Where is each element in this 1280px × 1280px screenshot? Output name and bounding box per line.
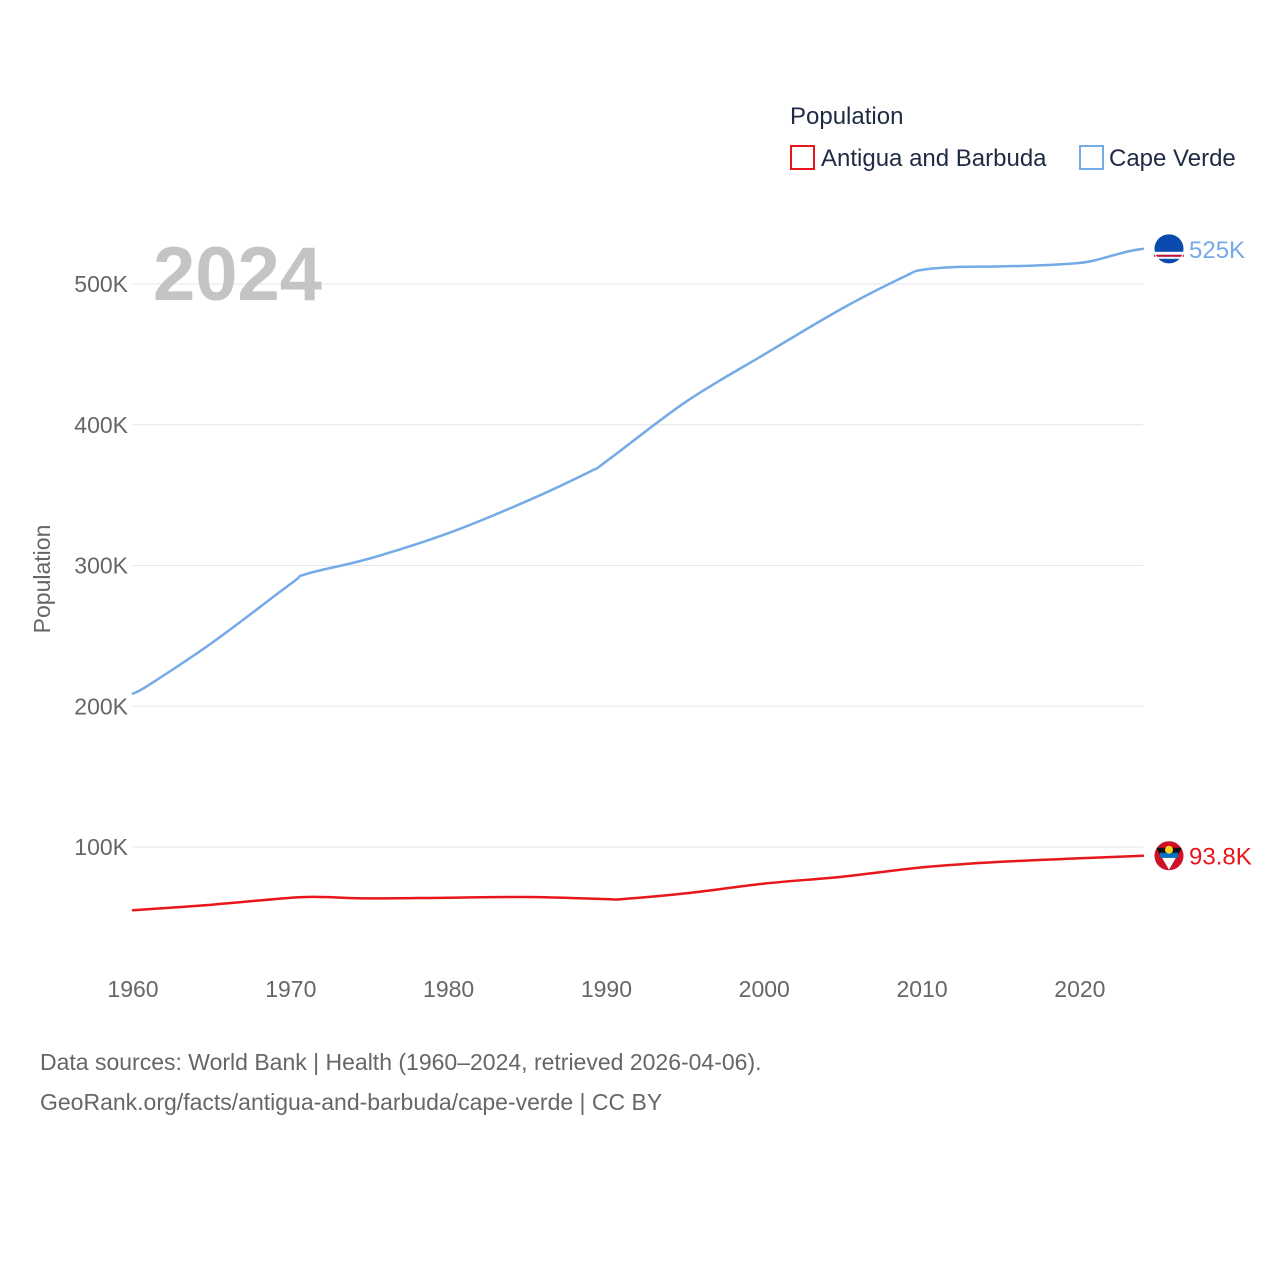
x-tick-label: 1990 <box>581 976 632 1002</box>
x-tick-label: 1970 <box>265 976 316 1002</box>
y-tick-label: 300K <box>74 553 128 579</box>
legend-item-cape-verde[interactable]: Cape Verde <box>1079 145 1236 172</box>
cape-verde-flag-icon <box>1153 233 1185 265</box>
series-end-markers: 93.8K 525K <box>1153 233 1252 872</box>
series-lines <box>131 247 1145 912</box>
legend: Population Antigua and Barbuda Cape Verd… <box>790 103 1236 172</box>
chart-footer: Data sources: World Bank | Health (1960–… <box>40 1042 762 1122</box>
series-line-antigua-and-barbuda[interactable] <box>131 854 1145 912</box>
series-line-cape-verde[interactable] <box>131 247 1145 695</box>
end-label-antigua-and-barbuda: 93.8K <box>1189 844 1252 871</box>
legend-swatch-antigua-and-barbuda <box>790 145 815 170</box>
y-axis-title: Population <box>29 525 55 634</box>
x-tick-label: 1960 <box>107 976 158 1002</box>
x-tick-label: 2010 <box>896 976 947 1002</box>
x-tick-label: 2020 <box>1054 976 1105 1002</box>
legend-title: Population <box>790 103 903 130</box>
legend-label-cape-verde: Cape Verde <box>1109 145 1236 172</box>
end-label-cape-verde: 525K <box>1189 237 1245 264</box>
legend-swatch-cape-verde <box>1079 145 1104 170</box>
legend-item-antigua-and-barbuda[interactable]: Antigua and Barbuda <box>790 145 1047 172</box>
year-label: 2024 <box>153 232 322 317</box>
antigua-and-barbuda-flag-icon <box>1153 840 1185 872</box>
y-tick-label: 100K <box>74 834 128 860</box>
y-axis-ticks: 100K 200K 300K 400K 500K <box>74 271 128 860</box>
x-tick-label: 1980 <box>423 976 474 1002</box>
y-tick-label: 400K <box>74 412 128 438</box>
y-tick-label: 500K <box>74 271 128 297</box>
y-tick-label: 200K <box>74 693 128 719</box>
x-axis-ticks: 1960 1970 1980 1990 2000 2010 2020 <box>107 976 1105 1002</box>
legend-label-antigua-and-barbuda: Antigua and Barbuda <box>821 145 1047 172</box>
gridlines <box>133 283 1143 848</box>
x-tick-label: 2000 <box>739 976 790 1002</box>
data-source-note: Data sources: World Bank | Health (1960–… <box>40 1049 762 1075</box>
source-link[interactable]: GeoRank.org/facts/antigua-and-barbuda/ca… <box>40 1089 663 1115</box>
population-line-chart: 100K 200K 300K 400K 500K 1960 1970 1980 1990 200… <box>29 103 1252 1002</box>
